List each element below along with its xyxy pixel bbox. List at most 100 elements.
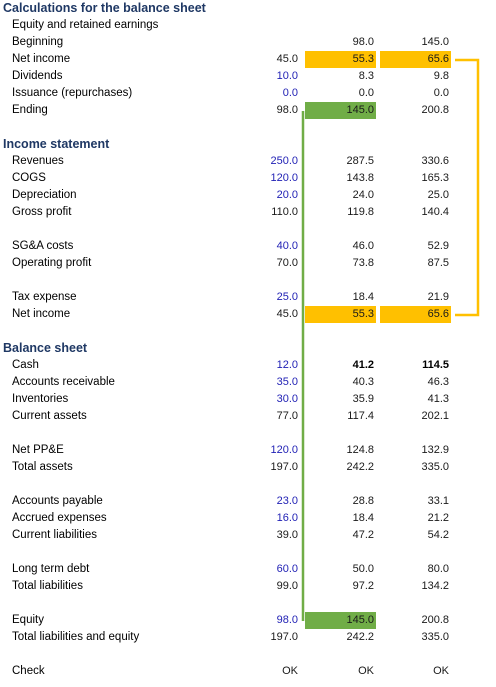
value-cell[interactable]: 25.0 xyxy=(427,189,449,201)
value-cell[interactable]: 55.3 xyxy=(305,306,376,323)
row-label: Equity and retained earnings xyxy=(12,19,159,31)
value-cell[interactable]: 98.0 xyxy=(352,36,374,48)
value-cell[interactable]: 70.0 xyxy=(276,257,298,269)
table-row: Tax expense 25.0 18.4 21.9 xyxy=(0,289,496,306)
value-cell[interactable]: 134.2 xyxy=(421,580,449,592)
value-cell[interactable]: 50.0 xyxy=(352,563,374,575)
value-cell[interactable]: 99.0 xyxy=(276,580,298,592)
value-cell[interactable]: 145.0 xyxy=(305,612,376,629)
value-cell[interactable]: 60.0 xyxy=(276,563,298,575)
table-row: Beginning 98.0 145.0 xyxy=(0,34,496,51)
value-cell[interactable]: 202.1 xyxy=(421,410,449,422)
value-cell[interactable]: 98.0 xyxy=(276,614,298,626)
value-cell[interactable]: 47.2 xyxy=(352,529,374,541)
value-cell[interactable] xyxy=(305,17,376,34)
value-cell[interactable]: 119.8 xyxy=(347,206,374,218)
value-cell[interactable]: 117.4 xyxy=(347,410,374,422)
value-cell[interactable]: 87.5 xyxy=(427,257,449,269)
value-cell[interactable]: 165.3 xyxy=(421,172,449,184)
value-cell[interactable]: 54.2 xyxy=(427,529,449,541)
value-cell[interactable]: 20.0 xyxy=(276,189,298,201)
value-cell[interactable]: 287.5 xyxy=(346,155,374,167)
value-cell[interactable]: 28.8 xyxy=(352,495,374,507)
value-cell[interactable]: 335.0 xyxy=(421,631,449,643)
value-cell[interactable] xyxy=(220,17,300,34)
value-cell[interactable]: 97.2 xyxy=(352,580,374,592)
value-cell[interactable]: 9.8 xyxy=(433,70,449,82)
row-label: Total liabilities xyxy=(12,580,83,592)
value-cell[interactable]: 140.4 xyxy=(421,206,449,218)
value-cell[interactable]: 250.0 xyxy=(270,155,298,167)
row-label: Net PP&E xyxy=(12,444,64,456)
value-cell[interactable]: 46.0 xyxy=(352,240,374,252)
value-cell[interactable]: 65.6 xyxy=(380,306,451,323)
value-cell[interactable]: OK xyxy=(358,665,374,677)
value-cell[interactable]: 114.5 xyxy=(422,359,449,371)
table-row: Net PP&E 120.0 124.8 132.9 xyxy=(0,442,496,459)
value-cell[interactable]: 46.3 xyxy=(427,376,449,388)
value-cell[interactable]: 8.3 xyxy=(358,70,374,82)
row-label: Accrued expenses xyxy=(12,512,107,524)
value-cell[interactable]: 335.0 xyxy=(421,461,449,473)
value-cell[interactable] xyxy=(380,17,451,34)
value-cell[interactable]: 120.0 xyxy=(270,444,298,456)
table-row: Check OK OK OK xyxy=(0,663,496,680)
value-cell[interactable]: 52.9 xyxy=(427,240,449,252)
value-cell[interactable]: 0.0 xyxy=(282,87,298,99)
value-cell[interactable]: 242.2 xyxy=(346,461,374,473)
value-cell[interactable]: 98.0 xyxy=(276,104,298,116)
value-cell[interactable]: 35.0 xyxy=(276,376,298,388)
value-cell[interactable]: 39.0 xyxy=(276,529,298,541)
value-cell[interactable]: 35.9 xyxy=(352,393,374,405)
row-label: Ending xyxy=(12,104,48,116)
value-cell[interactable]: 65.6 xyxy=(380,51,451,68)
table-row: Accounts payable 23.0 28.8 33.1 xyxy=(0,493,496,510)
value-cell[interactable]: 80.0 xyxy=(427,563,449,575)
value-cell[interactable]: 41.3 xyxy=(427,393,449,405)
value-cell[interactable]: 41.2 xyxy=(352,359,374,371)
value-cell[interactable]: 45.0 xyxy=(276,308,298,320)
value-cell[interactable]: 18.4 xyxy=(352,291,374,303)
value-cell[interactable]: 73.8 xyxy=(352,257,374,269)
value-cell[interactable]: 242.2 xyxy=(346,631,374,643)
value-cell[interactable]: 124.8 xyxy=(346,444,374,456)
value-cell[interactable]: 200.8 xyxy=(421,614,449,626)
table-row: Current liabilities 39.0 47.2 54.2 xyxy=(0,527,496,544)
value-cell[interactable]: 200.8 xyxy=(421,104,449,116)
row-label: Accounts receivable xyxy=(12,376,115,388)
value-cell[interactable]: 145.0 xyxy=(421,36,449,48)
value-cell[interactable]: OK xyxy=(282,665,298,677)
value-cell[interactable]: 33.1 xyxy=(427,495,449,507)
value-cell[interactable]: 40.3 xyxy=(352,376,374,388)
value-cell[interactable]: 21.2 xyxy=(427,512,449,524)
value-cell[interactable]: 77.0 xyxy=(276,410,298,422)
value-cell[interactable]: 23.0 xyxy=(276,495,298,507)
value-cell[interactable]: OK xyxy=(433,665,449,677)
value-cell[interactable]: 0.0 xyxy=(433,87,449,99)
value-cell[interactable]: 55.3 xyxy=(305,51,376,68)
value-cell[interactable]: 18.4 xyxy=(352,512,374,524)
value-cell[interactable] xyxy=(220,34,300,51)
value-cell[interactable]: 0.0 xyxy=(358,87,374,99)
value-cell[interactable]: 10.0 xyxy=(276,70,298,82)
value-cell[interactable]: 145.0 xyxy=(305,102,376,119)
value-cell[interactable]: 143.8 xyxy=(346,172,374,184)
table-row: Long term debt 60.0 50.0 80.0 xyxy=(0,561,496,578)
value-cell[interactable]: 110.0 xyxy=(271,206,298,218)
table-row: Net income 45.0 55.3 65.6 xyxy=(0,51,496,68)
value-cell[interactable]: 25.0 xyxy=(276,291,298,303)
value-cell[interactable]: 24.0 xyxy=(352,189,374,201)
value-cell[interactable]: 30.0 xyxy=(276,393,298,405)
value-cell[interactable]: 120.0 xyxy=(270,172,298,184)
value-cell[interactable]: 45.0 xyxy=(276,53,298,65)
row-label: Net income xyxy=(12,308,71,320)
value-cell[interactable]: 16.0 xyxy=(276,512,298,524)
value-cell[interactable]: 12.0 xyxy=(276,359,298,371)
value-cell[interactable]: 40.0 xyxy=(276,240,298,252)
value-cell[interactable]: 197.0 xyxy=(270,461,298,473)
value-cell[interactable]: 132.9 xyxy=(421,444,449,456)
value-cell[interactable]: 197.0 xyxy=(270,631,298,643)
value-cell[interactable]: 21.9 xyxy=(427,291,449,303)
value-cell[interactable]: 330.6 xyxy=(421,155,449,167)
